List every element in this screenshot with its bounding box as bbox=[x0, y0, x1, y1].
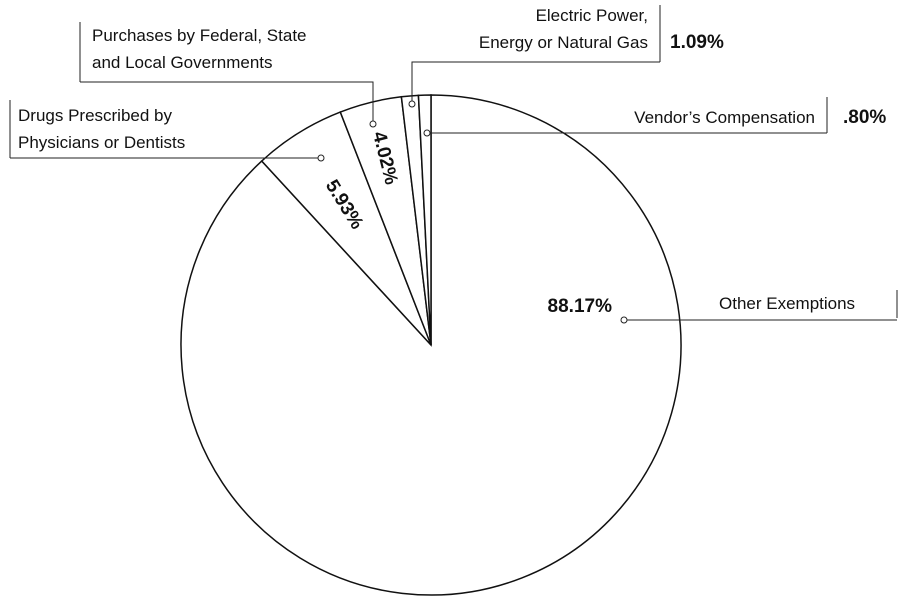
leader-dot bbox=[408, 100, 416, 108]
slice-label: Other Exemptions bbox=[719, 294, 856, 313]
slice-percent: .80% bbox=[843, 107, 886, 128]
slice-percent: 88.17% bbox=[548, 296, 613, 317]
slice-label: Drugs Prescribed by Physicians or Dentis… bbox=[18, 106, 186, 152]
leader-dot bbox=[317, 154, 325, 162]
slice-percent: 1.09% bbox=[670, 32, 724, 53]
slice-label: Electric Power, Energy or Natural Gas bbox=[478, 6, 648, 52]
leader-dot bbox=[369, 120, 377, 128]
pie-slice bbox=[417, 94, 432, 346]
leader-dot bbox=[423, 129, 431, 137]
slice-label: Vendor’s Compensation bbox=[634, 108, 815, 127]
leader-line bbox=[411, 61, 660, 101]
leader-line bbox=[80, 81, 374, 121]
leader-dot bbox=[620, 316, 628, 324]
slice-label: Purchases by Federal, State and Local Go… bbox=[92, 26, 307, 72]
